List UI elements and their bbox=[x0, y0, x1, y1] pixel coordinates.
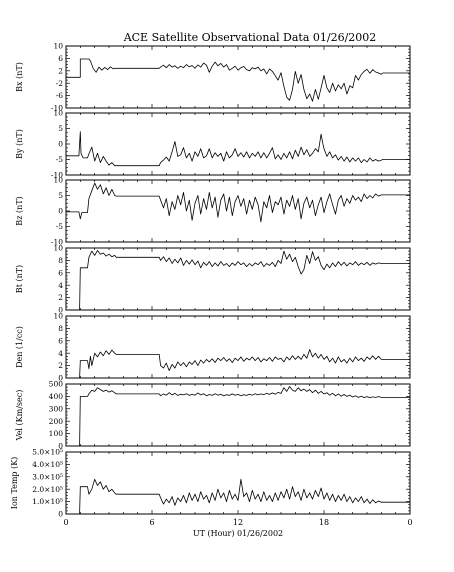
y-tick-label: 8 bbox=[58, 256, 63, 265]
y-tick-label: 5 bbox=[58, 124, 63, 133]
series-line-bz bbox=[66, 182, 410, 223]
y-tick-label: -10 bbox=[51, 238, 63, 247]
y-axis-label: Bt (nT) bbox=[15, 265, 24, 293]
y-tick-label: 10 bbox=[53, 312, 63, 321]
panels-group: 10 6 2 -2 -6 -10 Bx (nT) 10 5 0 -5 -10 By (nT) 10 5 0 -5… bbox=[10, 42, 411, 519]
y-tick-label: -2 bbox=[56, 79, 64, 88]
y-axis-label: Bx (nT) bbox=[15, 62, 24, 92]
y-tick-label: 0 bbox=[58, 510, 63, 519]
y-tick-label: 0 bbox=[58, 374, 63, 383]
y-tick-label: 4.0×10⁵ bbox=[32, 460, 63, 469]
y-tick-label: 6 bbox=[58, 268, 63, 277]
y-tick-label: 2.0×10⁵ bbox=[32, 485, 63, 494]
series-line-vel bbox=[79, 386, 410, 447]
y-tick-label: 0 bbox=[58, 306, 63, 315]
y-tick-label: 500 bbox=[49, 380, 64, 389]
y-tick-label: 300 bbox=[49, 404, 64, 413]
y-tick-label: 10 bbox=[53, 109, 63, 118]
y-axis-label: Den (1/cc) bbox=[15, 326, 24, 368]
y-tick-label: 5.0×10⁵ bbox=[32, 448, 63, 457]
panel-by: 10 5 0 -5 -10 By (nT) bbox=[15, 109, 411, 180]
y-tick-label: 5 bbox=[58, 191, 63, 200]
panel-bx: 10 6 2 -2 -6 -10 Bx (nT) bbox=[15, 42, 411, 113]
series-line-den bbox=[79, 349, 410, 379]
y-tick-label: 4 bbox=[58, 349, 63, 358]
y-tick-label: 2 bbox=[58, 66, 63, 75]
y-tick-label: 8 bbox=[58, 324, 63, 333]
y-tick-label: -10 bbox=[51, 171, 63, 180]
x-tick-label: 0 bbox=[407, 518, 412, 527]
x-tick-label: 12 bbox=[233, 518, 243, 527]
y-tick-label: -10 bbox=[51, 104, 63, 113]
series-line-temp bbox=[79, 478, 410, 515]
y-tick-label: 6 bbox=[58, 336, 63, 345]
y-tick-label: 10 bbox=[53, 42, 63, 51]
y-tick-label: 10 bbox=[53, 176, 63, 185]
y-tick-label: 200 bbox=[49, 417, 64, 426]
y-tick-label: -5 bbox=[56, 155, 64, 164]
y-tick-label: 2 bbox=[58, 293, 63, 302]
y-tick-label: 10 bbox=[53, 244, 63, 253]
series-line-bt bbox=[79, 250, 410, 311]
series-line-by bbox=[66, 131, 410, 167]
y-tick-label: 0 bbox=[58, 442, 63, 451]
chart-title: ACE Satellite Observational Data 01/26/2… bbox=[123, 31, 377, 44]
y-tick-label: 0 bbox=[58, 140, 63, 149]
panel-bz: 10 5 0 -5 -10 Bz (nT) bbox=[15, 176, 411, 247]
x-axis-label: UT (Hour) 01/26/2002 bbox=[193, 529, 283, 538]
x-tick-label: 6 bbox=[149, 518, 154, 527]
y-tick-label: 4 bbox=[58, 281, 63, 290]
panel-vel: 500 400 300 200 100 0 Vel (Km/sec) bbox=[15, 380, 411, 451]
panel-temp: 5.0×10⁵ 4.0×10⁵ 3.0×10⁵ 2.0×10⁵ 1.0×10⁵ 0 Ion … bbox=[10, 448, 411, 519]
y-axis-label: By (nT) bbox=[15, 129, 24, 159]
panel-den: 10 8 6 4 2 0 Den (1/cc) bbox=[15, 312, 411, 383]
panel-bt: 10 8 6 4 2 0 Bt (nT) bbox=[15, 244, 411, 315]
x-tick-label: 0 bbox=[63, 518, 68, 527]
y-tick-label: -6 bbox=[56, 91, 64, 100]
y-tick-label: -5 bbox=[56, 222, 64, 231]
y-tick-label: 6 bbox=[58, 54, 63, 63]
y-axis-label: Bz (nT) bbox=[15, 196, 24, 225]
series-line-bx bbox=[66, 58, 410, 102]
x-axis: 0 6 12 18 0 bbox=[63, 518, 412, 527]
y-axis-label: Vel (Km/sec) bbox=[15, 390, 24, 442]
y-tick-label: 3.0×10⁵ bbox=[32, 472, 63, 481]
y-tick-label: 100 bbox=[49, 429, 64, 438]
y-tick-label: 0 bbox=[58, 207, 63, 216]
x-tick-label: 18 bbox=[319, 518, 329, 527]
y-tick-label: 2 bbox=[58, 361, 63, 370]
y-tick-label: 1.0×10⁵ bbox=[32, 497, 63, 506]
y-axis-label: Ion Temp (K) bbox=[10, 457, 19, 510]
y-tick-label: 400 bbox=[49, 392, 64, 401]
